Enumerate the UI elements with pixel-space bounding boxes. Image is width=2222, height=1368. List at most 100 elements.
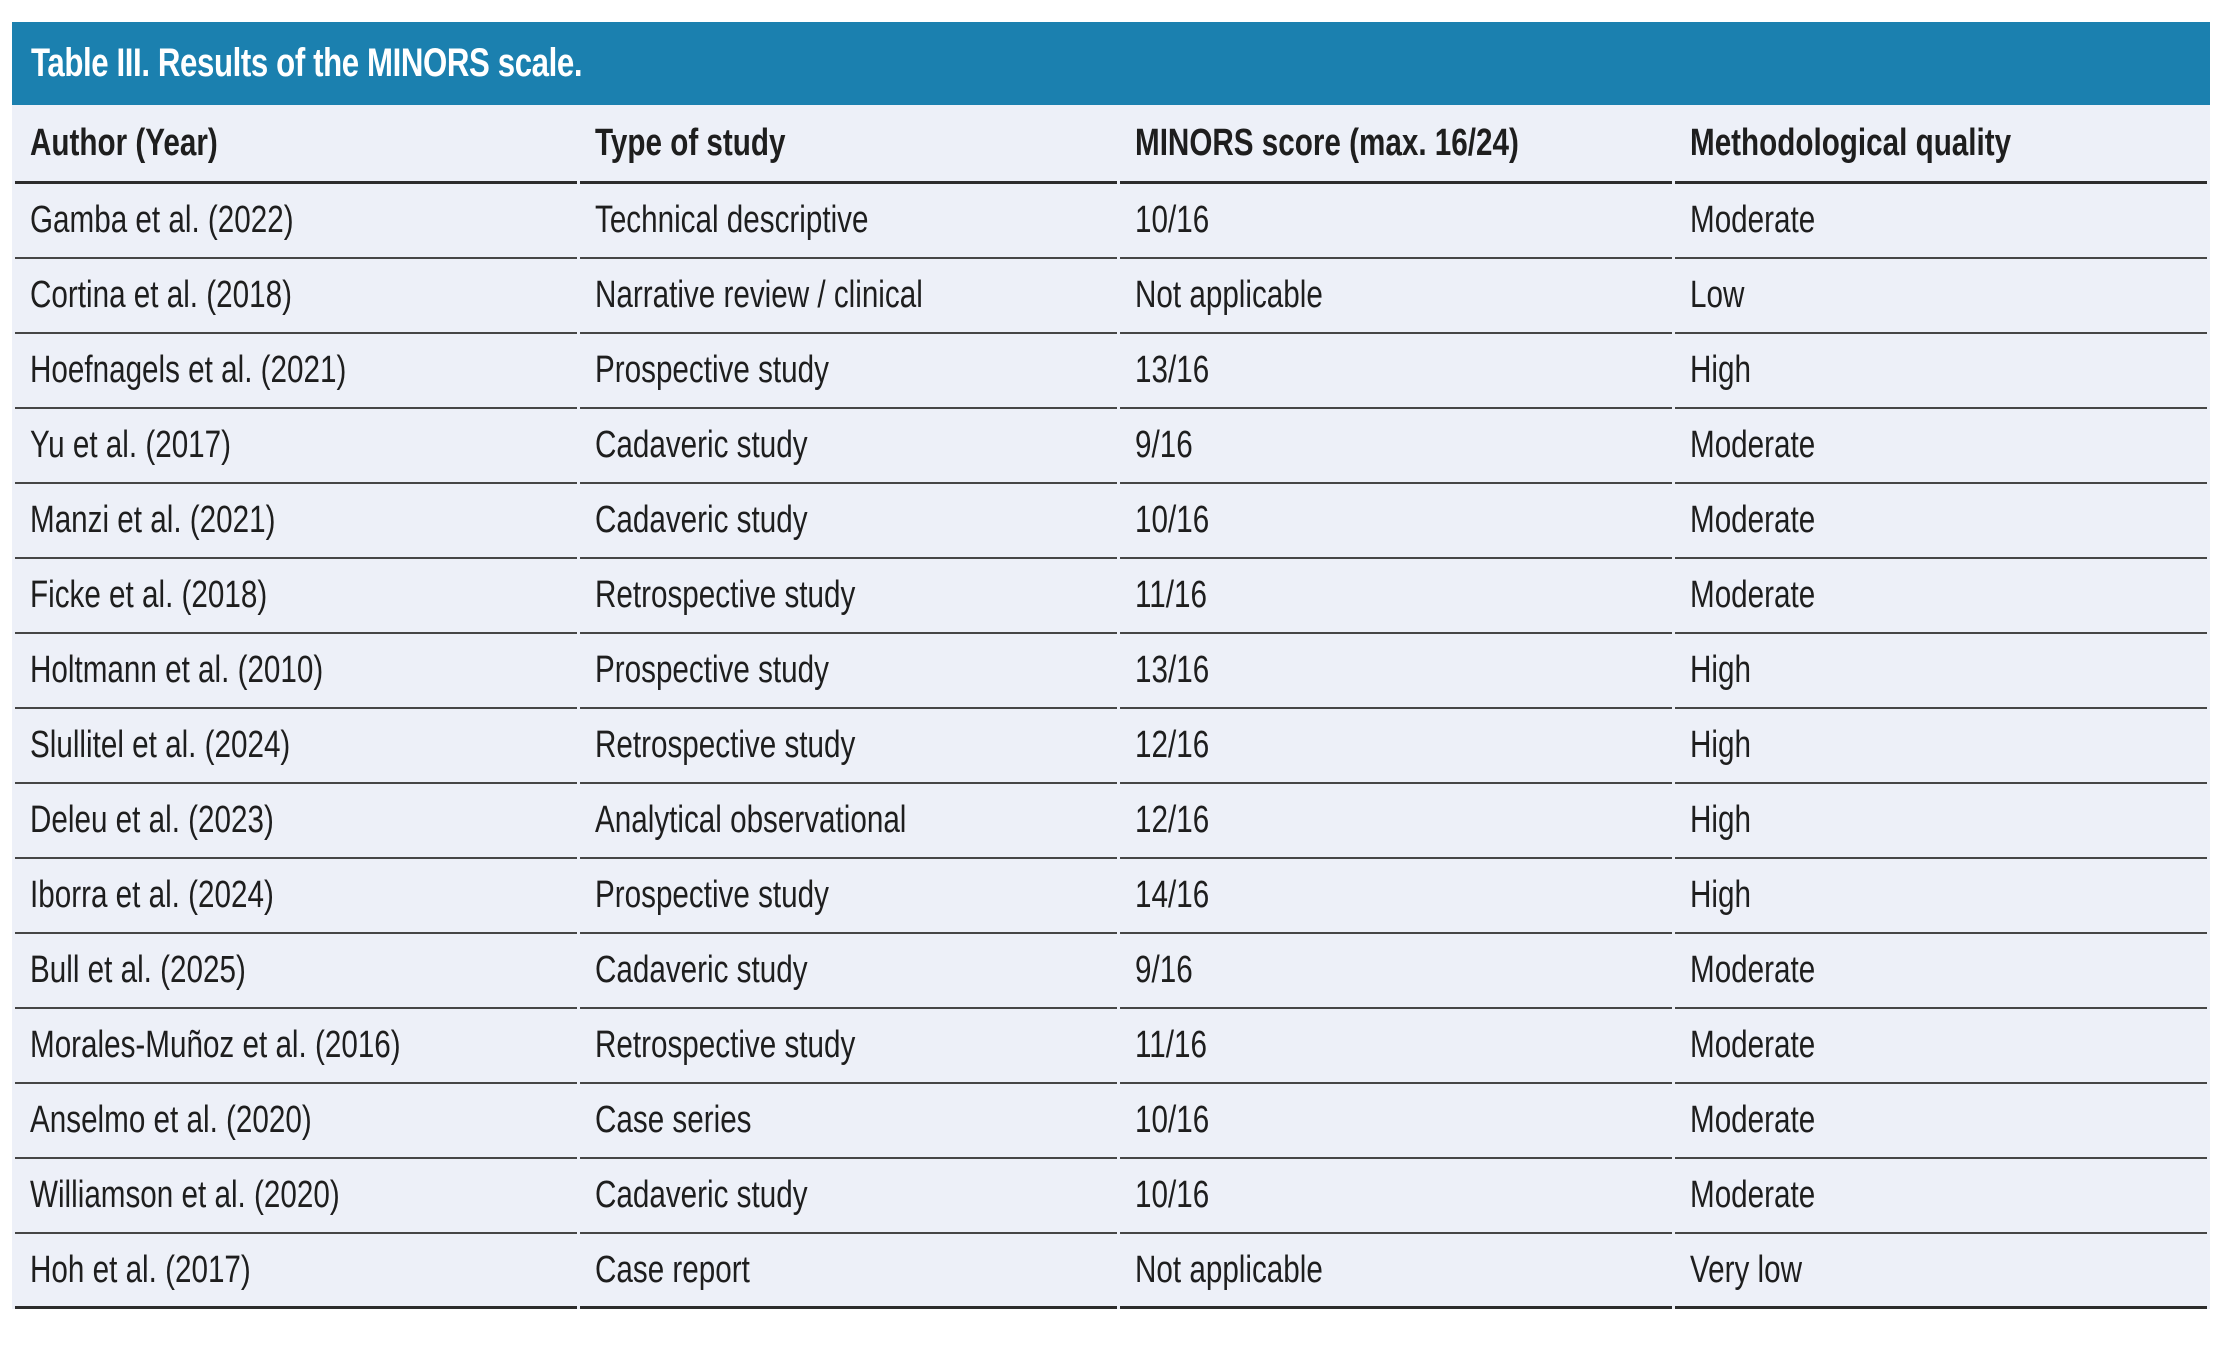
cell-type: Cadaveric study [580,1159,1117,1234]
cell-text: Not applicable [1135,1248,1323,1291]
column-header-row: Author (Year) Type of study MINORS score… [15,105,2207,184]
table-row: Iborra et al. (2024) Prospective study 14/… [15,859,2207,934]
cell-text: 14/16 [1135,874,1210,916]
table-title-bar: Table III. Results of the MINORS scale. [12,22,2210,105]
cell-text: Not applicable [1135,274,1323,316]
cell-score: 9/16 [1120,934,1672,1009]
cell-text: Retrospective study [595,724,856,766]
cell-text: Moderate [1690,199,1816,241]
cell-text: Low [1690,274,1745,316]
cell-text: Technical descriptive [595,199,869,241]
cell-text: 10/16 [1135,199,1210,241]
cell-author: Bull et al. (2025) [15,934,577,1009]
cell-quality: Moderate [1675,934,2207,1009]
cell-text: High [1690,349,1751,391]
cell-quality: Moderate [1675,1084,2207,1159]
cell-author: Iborra et al. (2024) [15,859,577,934]
cell-text: High [1690,649,1751,691]
cell-type: Retrospective study [580,1009,1117,1084]
cell-quality: Moderate [1675,1009,2207,1084]
cell-author: Yu et al. (2017) [15,409,577,484]
table-row: Cortina et al. (2018) Narrative review / … [15,259,2207,334]
cell-score: 13/16 [1120,334,1672,409]
cell-text: Very low [1690,1248,1803,1291]
cell-author: Anselmo et al. (2020) [15,1084,577,1159]
cell-text: Cadaveric study [595,499,808,541]
cell-text: 9/16 [1135,424,1193,466]
cell-quality: High [1675,859,2207,934]
cell-score: 14/16 [1120,859,1672,934]
cell-text: High [1690,874,1751,916]
table-row: Holtmann et al. (2010) Prospective study 1… [15,634,2207,709]
cell-author: Gamba et al. (2022) [15,184,577,259]
table-title: Table III. Results of the MINORS scale. [31,41,583,85]
cell-score: 10/16 [1120,1084,1672,1159]
cell-text: Cortina et al. (2018) [30,274,292,316]
cell-type: Cadaveric study [580,484,1117,559]
cell-quality: Moderate [1675,184,2207,259]
column-header-label: Type of study [595,121,786,164]
cell-score: 9/16 [1120,409,1672,484]
table-row: Gamba et al. (2022) Technical descriptive… [15,184,2207,259]
cell-text: Cadaveric study [595,424,808,466]
table-body: Gamba et al. (2022) Technical descriptive… [15,184,2207,1309]
cell-text: Prospective study [595,349,829,391]
cell-text: 10/16 [1135,1174,1210,1216]
cell-author: Cortina et al. (2018) [15,259,577,334]
cell-score: 13/16 [1120,634,1672,709]
cell-text: High [1690,799,1751,841]
table-row: Morales-Muñoz et al. (2016) Retrospective… [15,1009,2207,1084]
cell-text: Moderate [1690,949,1816,991]
cell-text: Deleu et al. (2023) [30,799,274,841]
cell-text: Yu et al. (2017) [30,424,232,466]
cell-score: Not applicable [1120,259,1672,334]
table-row: Deleu et al. (2023) Analytical observatio… [15,784,2207,859]
table-row: Williamson et al. (2020) Cadaveric study 1… [15,1159,2207,1234]
table-row: Slullitel et al. (2024) Retrospective stu… [15,709,2207,784]
table-row: Bull et al. (2025) Cadaveric study 9/16 Mod… [15,934,2207,1009]
table-row: Ficke et al. (2018) Retrospective study 11… [15,559,2207,634]
cell-quality: High [1675,634,2207,709]
cell-quality: Very low [1675,1234,2207,1309]
cell-text: Case report [595,1248,750,1291]
cell-text: Hoh et al. (2017) [30,1248,251,1291]
cell-text: Prospective study [595,874,829,916]
cell-type: Cadaveric study [580,934,1117,1009]
cell-text: 12/16 [1135,724,1210,766]
cell-quality: High [1675,709,2207,784]
cell-text: Hoefnagels et al. (2021) [30,349,347,391]
column-header-type-of-study: Type of study [580,105,1117,184]
cell-text: Bull et al. (2025) [30,949,246,991]
cell-type: Prospective study [580,334,1117,409]
cell-score: 12/16 [1120,709,1672,784]
table-row: Yu et al. (2017) Cadaveric study 9/16 Moder… [15,409,2207,484]
cell-type: Prospective study [580,859,1117,934]
cell-author: Deleu et al. (2023) [15,784,577,859]
cell-text: Gamba et al. (2022) [30,199,294,241]
cell-type: Case series [580,1084,1117,1159]
cell-type: Technical descriptive [580,184,1117,259]
cell-author: Ficke et al. (2018) [15,559,577,634]
cell-author: Manzi et al. (2021) [15,484,577,559]
cell-text: Anselmo et al. (2020) [30,1099,312,1141]
cell-text: Moderate [1690,1024,1816,1066]
cell-text: Williamson et al. (2020) [30,1174,340,1216]
cell-text: High [1690,724,1751,766]
cell-text: Cadaveric study [595,949,808,991]
cell-type: Retrospective study [580,709,1117,784]
cell-text: 10/16 [1135,499,1210,541]
cell-text: 10/16 [1135,1099,1210,1141]
cell-text: Holtmann et al. (2010) [30,649,324,691]
minors-table-card: Table III. Results of the MINORS scale. … [12,22,2210,1309]
minors-results-table: Author (Year) Type of study MINORS score… [12,105,2210,1309]
cell-text: 11/16 [1135,574,1207,616]
cell-text: 13/16 [1135,349,1210,391]
cell-text: Cadaveric study [595,1174,808,1216]
cell-quality: Moderate [1675,484,2207,559]
cell-text: Moderate [1690,574,1816,616]
column-header-label: MINORS score (max. 16/24) [1135,121,1519,164]
cell-quality: Moderate [1675,1159,2207,1234]
cell-author: Slullitel et al. (2024) [15,709,577,784]
cell-quality: Moderate [1675,559,2207,634]
cell-score: 10/16 [1120,484,1672,559]
